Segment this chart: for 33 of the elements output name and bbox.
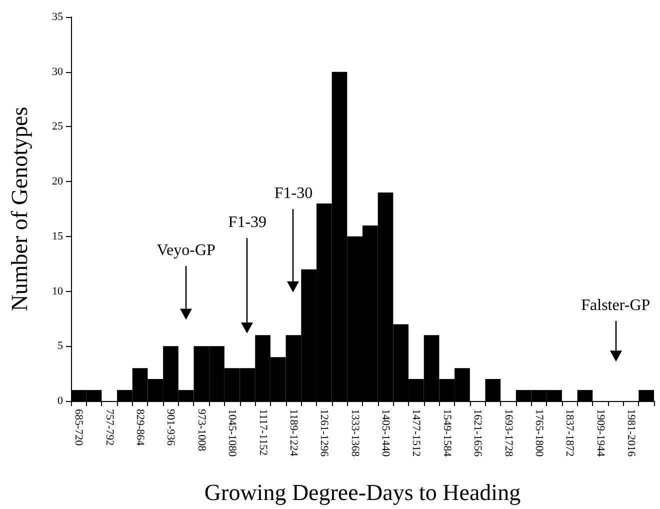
y-tick-label: 30 — [52, 66, 64, 78]
x-tick-label: 1477-1512 — [410, 409, 422, 457]
annotation: F1-39 — [228, 214, 267, 232]
y-tick-label: 25 — [52, 120, 64, 133]
x-tick-label: 1117-1152 — [256, 409, 269, 456]
x-tick-label: 1693-1728 — [502, 409, 514, 458]
x-tick-label: 973-1008 — [195, 409, 208, 452]
y-tick-label: 15 — [52, 230, 64, 242]
x-axis-title: Growing Degree-Days to Heading — [204, 480, 522, 505]
x-tick-label: 1981-2016 — [624, 409, 637, 458]
y-tick-label: 10 — [52, 285, 64, 298]
x-tick-label: 1333-1368 — [348, 409, 361, 458]
x-tick-label: 757-792 — [103, 409, 116, 446]
x-tick-label: 1045-1080 — [226, 409, 238, 458]
annotation: Falster-GP — [581, 296, 650, 315]
x-tick-label: 1909-1944 — [594, 409, 606, 458]
x-tick-label: 1189-1224 — [287, 409, 300, 457]
x-tick-label: 1549-1584 — [440, 409, 453, 458]
x-tick-label: 1405-1440 — [380, 409, 392, 458]
x-tick-label: 1621-1656 — [472, 409, 484, 458]
y-axis-title: Number of Genotypes — [7, 106, 32, 312]
y-tick-label: 0 — [58, 395, 64, 407]
annotation: F1-30 — [274, 185, 313, 203]
y-tick-label: 20 — [52, 176, 64, 188]
y-tick-label: 35 — [52, 11, 64, 23]
x-tick-label: 1837-1872 — [564, 409, 576, 457]
annotation: Veyo-GP — [156, 242, 216, 260]
x-tick-label: 1261-1296 — [318, 409, 330, 458]
y-tick-label: 5 — [58, 340, 64, 352]
x-tick-label: 685-720 — [72, 409, 85, 446]
x-tick-label: 901-936 — [164, 409, 177, 446]
x-tick-label: 1765-1800 — [532, 409, 545, 458]
x-tick-label: 829-864 — [134, 409, 146, 446]
